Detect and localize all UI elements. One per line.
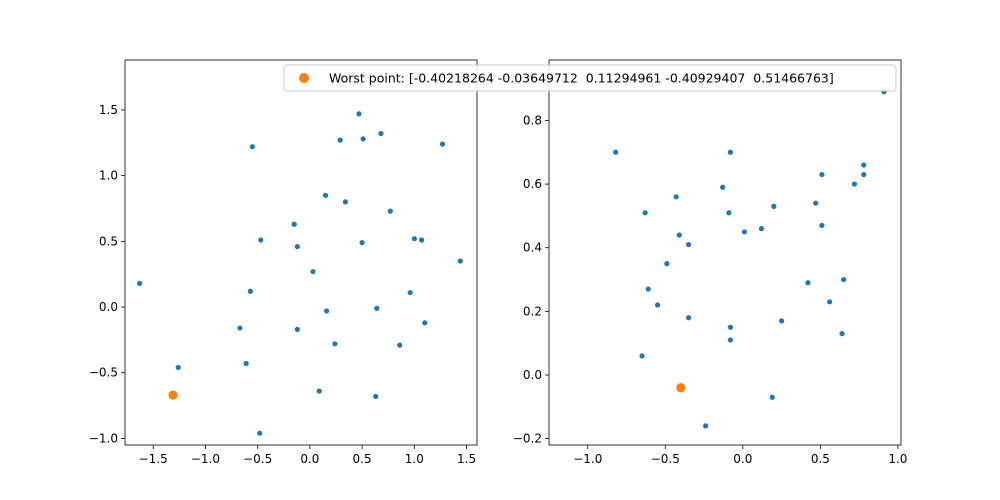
data-point xyxy=(813,200,819,206)
data-point xyxy=(411,236,417,242)
data-point xyxy=(779,318,785,324)
legend-box xyxy=(283,64,897,92)
y-tick-label: 0.4 xyxy=(523,241,542,255)
x-tick-label: −1.0 xyxy=(191,452,220,466)
data-point xyxy=(664,261,670,267)
data-point xyxy=(249,144,256,150)
data-point xyxy=(457,258,463,264)
right-subplot: −1.0 −0.5 0.0 0.5 1.0 −0.2 0.0 0.2 0.4 0.6 0.8 xyxy=(513,59,907,466)
data-point xyxy=(294,326,300,332)
data-point xyxy=(342,199,348,205)
data-point xyxy=(387,208,393,214)
data-point xyxy=(727,324,734,330)
y-tick-label: 0.0 xyxy=(99,300,118,314)
data-point xyxy=(703,423,709,429)
y-tick-label: −1.0 xyxy=(89,431,118,445)
data-point xyxy=(639,353,645,359)
data-point xyxy=(356,111,362,117)
y-tick-label: 0.8 xyxy=(523,113,542,127)
legend-label: Worst point: [-0.40218264 -0.03649712 0.… xyxy=(329,71,834,86)
x-tick-label: 0.5 xyxy=(811,452,830,466)
data-point xyxy=(407,289,413,296)
data-point xyxy=(613,149,619,155)
data-point xyxy=(673,194,679,200)
data-point xyxy=(805,280,811,286)
y-tick-label: 0.2 xyxy=(523,304,542,318)
y-tick-label: 0.5 xyxy=(99,234,118,248)
y-tick-label: 1.0 xyxy=(99,169,118,183)
data-point xyxy=(758,226,765,232)
data-point xyxy=(378,130,384,137)
y-tick-label: −0.5 xyxy=(89,366,118,380)
data-point xyxy=(841,276,847,283)
data-point xyxy=(237,325,243,331)
legend-marker xyxy=(299,73,309,83)
data-point xyxy=(316,388,322,394)
x-tick-label: 1.5 xyxy=(457,452,476,466)
data-point xyxy=(257,430,263,436)
data-point xyxy=(839,331,845,337)
x-tick-label: 0.0 xyxy=(300,452,319,466)
data-point xyxy=(685,241,692,248)
data-point xyxy=(642,210,648,216)
data-point xyxy=(419,237,425,243)
axes-frame xyxy=(548,59,902,446)
data-point xyxy=(861,171,867,178)
data-point xyxy=(861,162,867,168)
data-point xyxy=(310,268,316,275)
data-point xyxy=(243,360,249,367)
left-subplot: −1.5 −1.0 −0.5 0.0 0.5 1.0 1.5 −1.0 −0.5 0.0 0.5 1.… xyxy=(89,59,478,466)
x-tick-label: 0.5 xyxy=(353,452,372,466)
data-point xyxy=(332,341,338,347)
y-tick-label: −0.2 xyxy=(513,432,542,446)
data-point xyxy=(373,393,379,399)
data-point xyxy=(322,192,329,198)
data-point xyxy=(294,243,300,250)
worst-point xyxy=(676,383,686,393)
data-point xyxy=(323,308,330,314)
worst-point xyxy=(168,390,178,400)
axes-frame xyxy=(124,59,478,446)
data-point xyxy=(360,136,366,142)
data-point xyxy=(727,149,734,155)
data-point xyxy=(422,320,428,326)
data-point xyxy=(769,394,775,400)
data-point xyxy=(685,315,692,321)
data-point xyxy=(741,229,747,235)
x-tick-label: −0.5 xyxy=(243,452,272,466)
data-point xyxy=(727,337,734,343)
data-point xyxy=(337,137,343,143)
data-point xyxy=(819,222,825,229)
data-point xyxy=(819,171,825,178)
data-point xyxy=(851,181,858,187)
y-tick-label: 0.0 xyxy=(523,368,542,382)
data-point xyxy=(374,305,380,311)
data-point xyxy=(676,232,682,238)
x-tick-label: 1.0 xyxy=(888,452,907,466)
data-point xyxy=(291,221,297,227)
data-point xyxy=(771,203,777,209)
x-tick-label: −1.0 xyxy=(573,452,602,466)
legend: Worst point: [-0.40218264 -0.03649712 0.… xyxy=(283,64,897,92)
x-tick-label: 0.0 xyxy=(733,452,752,466)
x-tick-label: 1.0 xyxy=(405,452,424,466)
y-tick-label: 1.5 xyxy=(99,103,118,117)
data-point xyxy=(720,184,726,190)
data-point xyxy=(175,364,181,371)
data-point xyxy=(654,302,661,308)
data-point xyxy=(258,237,264,243)
x-tick-label: −0.5 xyxy=(651,452,680,466)
x-tick-label: −1.5 xyxy=(139,452,168,466)
data-point xyxy=(397,342,403,348)
data-point xyxy=(726,210,732,216)
data-point xyxy=(827,299,833,305)
data-point xyxy=(645,286,651,292)
data-point xyxy=(359,240,365,246)
data-point xyxy=(247,288,253,294)
data-point xyxy=(439,141,446,147)
y-tick-label: 0.6 xyxy=(523,177,542,191)
data-point xyxy=(137,280,143,286)
